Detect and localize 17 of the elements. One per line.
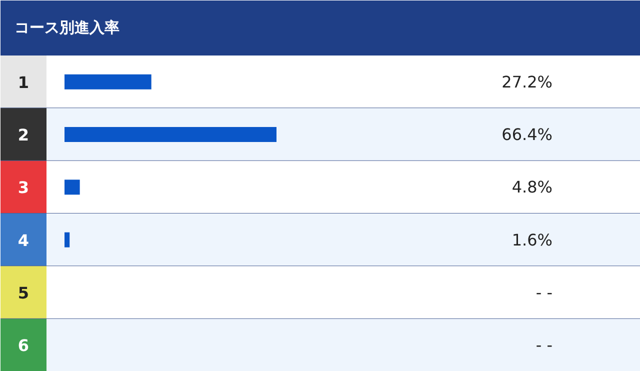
data-label: 1.6% <box>512 230 553 250</box>
y-tick-label: 2 <box>18 126 30 144</box>
bar <box>64 232 70 248</box>
bar <box>64 127 276 142</box>
data-label: 66.4% <box>502 125 552 144</box>
y-tick-label: 3 <box>18 178 30 198</box>
bar <box>64 180 80 195</box>
data-label: 27.2% <box>502 72 552 92</box>
y-tick-label: 5 <box>18 284 30 302</box>
text: - - <box>536 283 553 302</box>
chart-title: コース別進入率 <box>14 18 120 36</box>
y-tick-label: 4 <box>18 230 30 250</box>
y-tick-label: 6 <box>18 336 30 356</box>
y-tick-label: 1 <box>18 72 30 92</box>
bar <box>64 74 152 90</box>
data-label: 4.8% <box>512 178 553 197</box>
text: - - <box>536 336 553 355</box>
